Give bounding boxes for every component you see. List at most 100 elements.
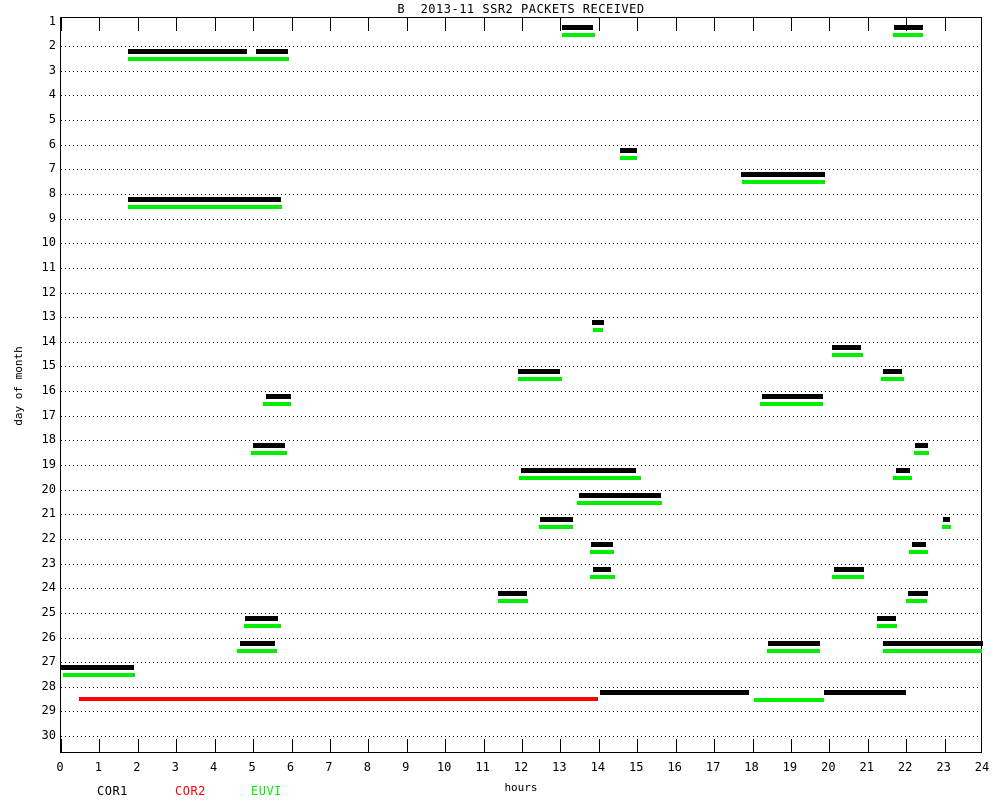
x-tick-top-2	[137, 18, 139, 31]
cor1-bar-day-8	[127, 196, 282, 202]
cor1-bar-day-16	[761, 394, 823, 400]
cor1-bar-day-24	[498, 591, 528, 597]
cor1-bar-day-28	[599, 689, 749, 695]
grid-line-day-9	[61, 218, 981, 220]
euvi-bar-day-23	[589, 574, 615, 579]
x-tick-label-1: 1	[94, 760, 103, 774]
y-tick-label-14: 14	[41, 333, 56, 348]
grid-line-day-10	[61, 243, 981, 245]
euvi-bar-day-19	[893, 476, 912, 481]
y-tick-label-28: 28	[41, 678, 56, 693]
euvi-bar-day-18	[914, 451, 930, 456]
x-tick-top-18	[752, 18, 754, 31]
plot-area	[60, 17, 983, 753]
y-tick-label-9: 9	[48, 210, 56, 225]
euvi-bar-day-26	[883, 648, 982, 653]
x-tick-bottom-6	[291, 739, 293, 752]
cor1-bar-day-22	[590, 541, 614, 547]
x-tick-label-16: 16	[667, 760, 682, 774]
grid-line-day-16	[61, 391, 981, 393]
y-tick-label-21: 21	[41, 506, 56, 521]
x-tick-bottom-14	[598, 739, 600, 752]
x-tick-bottom-13	[560, 739, 562, 752]
x-tick-top-16	[675, 18, 677, 31]
x-tick-bottom-0	[61, 739, 62, 752]
x-tick-top-10	[445, 18, 447, 31]
x-tick-top-19	[790, 18, 792, 31]
y-tick-label-12: 12	[41, 284, 56, 299]
grid-line-day-24	[61, 588, 981, 590]
euvi-bar-day-28	[754, 697, 824, 702]
cor1-bar-day-18	[252, 443, 285, 449]
grid-line-day-27	[61, 662, 981, 664]
x-tick-bottom-24	[980, 739, 982, 752]
x-tick-bottom-20	[829, 739, 831, 752]
y-tick-label-19: 19	[41, 457, 56, 472]
y-tick-label-4: 4	[48, 87, 56, 102]
cor1-bar-day-26	[768, 640, 820, 646]
x-tick-top-24	[980, 18, 982, 31]
euvi-bar-day-8	[127, 204, 283, 209]
grid-line-day-15	[61, 366, 981, 368]
y-axis-title: day of month	[12, 346, 25, 426]
x-tick-top-9	[406, 18, 408, 31]
x-tick-bottom-8	[368, 739, 370, 752]
grid-line-day-4	[61, 95, 981, 97]
y-tick-label-24: 24	[41, 580, 56, 595]
euvi-bar-day-25	[243, 623, 282, 628]
x-tick-label-10: 10	[436, 760, 452, 774]
grid-line-day-17	[61, 415, 981, 417]
y-tick-label-23: 23	[41, 555, 56, 570]
euvi-bar-day-26	[766, 648, 820, 653]
euvi-bar-day-25	[876, 623, 897, 628]
x-tick-label-13: 13	[552, 760, 567, 774]
grid-line-day-11	[61, 267, 981, 269]
y-tick-label-26: 26	[41, 629, 56, 644]
x-tick-top-4	[214, 18, 216, 31]
y-tick-label-22: 22	[41, 530, 56, 545]
x-tick-top-5	[253, 18, 255, 31]
x-tick-top-11	[483, 18, 485, 31]
x-tick-top-13	[560, 18, 562, 31]
euvi-bar-day-6	[619, 155, 638, 160]
euvi-bar-day-22	[589, 549, 615, 554]
x-tick-top-3	[176, 18, 178, 31]
euvi-bar-day-18	[251, 451, 287, 456]
grid-line-day-6	[61, 144, 981, 146]
x-tick-bottom-23	[944, 739, 946, 752]
y-tick-label-13: 13	[41, 309, 56, 324]
x-tick-bottom-11	[483, 739, 485, 752]
grid-line-day-23	[61, 563, 981, 565]
cor1-bar-day-7	[740, 172, 825, 178]
x-tick-bottom-18	[752, 739, 754, 752]
cor1-bar-day-1	[562, 24, 594, 30]
cor1-bar-day-28	[824, 689, 906, 695]
x-tick-bottom-1	[99, 739, 101, 752]
grid-line-day-5	[61, 120, 981, 122]
euvi-bar-day-20	[576, 500, 662, 505]
cor1-bar-day-23	[834, 566, 864, 572]
x-tick-label-12: 12	[513, 760, 529, 774]
x-tick-top-8	[368, 18, 370, 31]
cor1-bar-day-25	[245, 615, 279, 621]
y-tick-label-17: 17	[41, 407, 56, 422]
euvi-bar-day-16	[263, 402, 292, 407]
x-tick-label-23: 23	[936, 760, 951, 774]
x-tick-label-0: 0	[56, 760, 64, 774]
x-tick-label-5: 5	[248, 760, 256, 774]
euvi-bar-day-24	[497, 599, 529, 604]
y-tick-label-2: 2	[48, 38, 56, 53]
euvi-bar-day-22	[909, 549, 928, 554]
x-tick-bottom-15	[637, 739, 639, 752]
x-tick-label-19: 19	[782, 760, 798, 774]
x-tick-top-6	[291, 18, 293, 31]
x-tick-bottom-9	[406, 739, 408, 752]
x-tick-top-12	[522, 18, 523, 31]
x-tick-bottom-22	[906, 739, 908, 752]
legend-item-cor1: COR1	[97, 784, 128, 798]
x-tick-top-7	[329, 18, 331, 31]
cor1-bar-day-21	[540, 517, 574, 523]
cor1-bar-day-25	[876, 615, 896, 621]
grid-line-day-19	[61, 465, 981, 467]
euvi-bar-day-15	[518, 377, 563, 382]
